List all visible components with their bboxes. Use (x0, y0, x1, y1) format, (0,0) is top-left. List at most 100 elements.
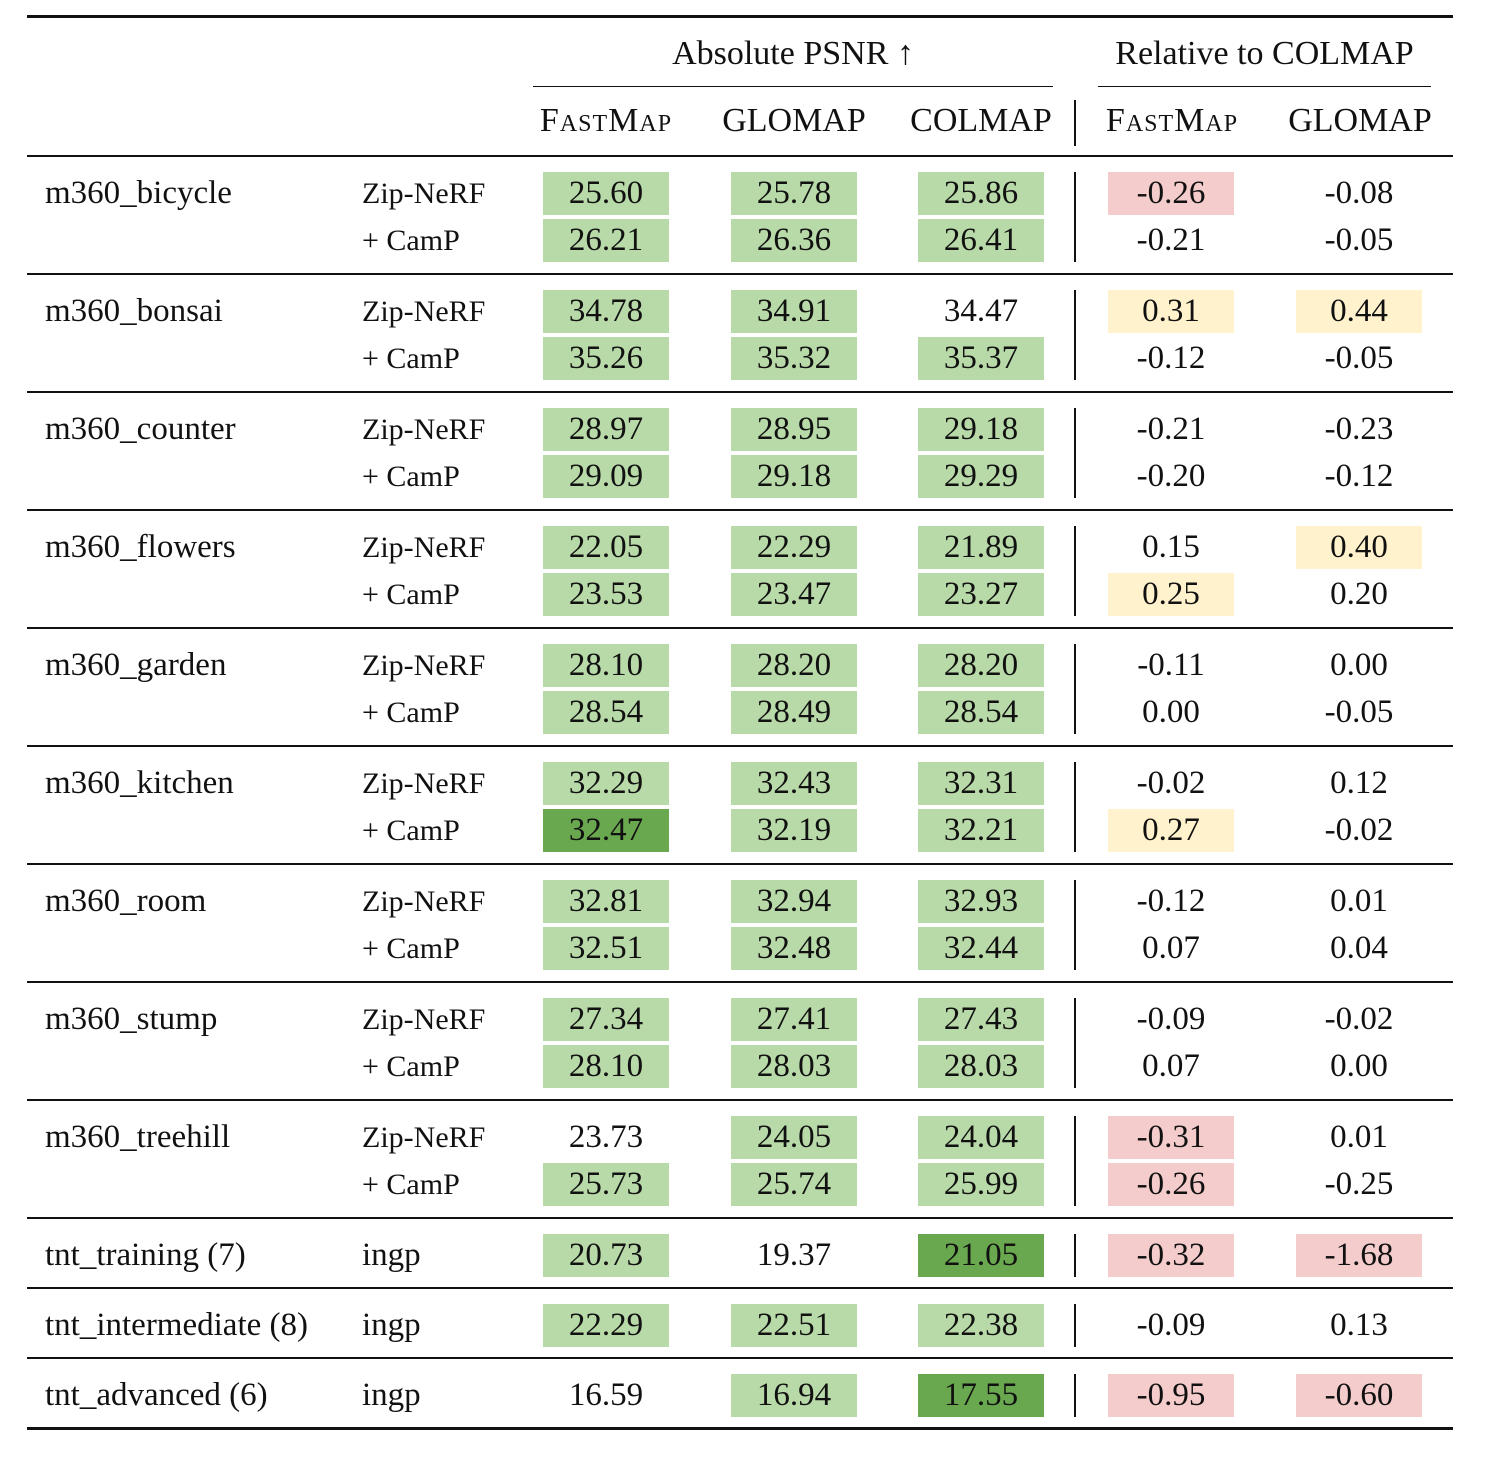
scene-name: m360_flowers (45, 529, 236, 565)
group-separator-rule (27, 745, 1453, 747)
table-row: tnt_intermediate (8) ingp 22.29 22.51 22.38 -… (0, 1302, 1485, 1349)
group-separator-rule (27, 1217, 1453, 1219)
cell-glomap-abs: 24.05 (731, 1116, 857, 1159)
cell-glomap-abs: 32.43 (731, 762, 857, 805)
cell-fastmap-rel: -0.20 (1136, 458, 1206, 494)
cell-colmap-abs: 17.55 (918, 1374, 1044, 1417)
header-rule (27, 155, 1453, 157)
scene-name: tnt_advanced (6) (45, 1377, 268, 1413)
group-vertical-rule (1074, 644, 1076, 734)
cell-glomap-abs: 23.47 (731, 573, 857, 616)
cell-glomap-abs: 25.74 (731, 1163, 857, 1206)
cell-glomap-abs: 16.94 (731, 1374, 857, 1417)
method-label: + CamP (362, 342, 460, 375)
cell-colmap-abs: 28.20 (918, 644, 1044, 687)
cell-colmap-abs: 32.93 (918, 880, 1044, 923)
scene-name: m360_bicycle (45, 175, 232, 211)
cell-glomap-rel: -0.12 (1324, 458, 1394, 494)
scene-name: m360_bonsai (45, 293, 223, 329)
table-row: m360_garden Zip-NeRF 28.10 28.20 28.20 -0.11 0… (0, 642, 1485, 689)
col-header-glomap-abs: GLOMAP (722, 102, 866, 139)
group-separator-rule (27, 627, 1453, 629)
method-label: + CamP (362, 578, 460, 611)
cell-glomap-abs: 28.95 (731, 408, 857, 451)
method-label: + CamP (362, 814, 460, 847)
group-separator-rule (27, 863, 1453, 865)
table-row: + CamP 32.51 32.48 32.44 0.07 0.04 (0, 925, 1485, 972)
cell-glomap-rel: 0.00 (1330, 647, 1388, 683)
cell-glomap-rel: 0.01 (1330, 883, 1388, 919)
cell-fastmap-abs: 32.51 (543, 927, 669, 970)
cell-colmap-abs: 21.89 (918, 526, 1044, 569)
header-group-relative: Relative to COLMAP (1115, 35, 1414, 72)
cell-fastmap-rel: 0.07 (1142, 930, 1200, 966)
cell-glomap-abs: 32.19 (731, 809, 857, 852)
group-vertical-rule (1074, 172, 1076, 262)
cell-fastmap-abs: 25.73 (543, 1163, 669, 1206)
cell-glomap-abs: 28.03 (731, 1045, 857, 1088)
cell-fastmap-abs: 25.60 (543, 172, 669, 215)
method-label: + CamP (362, 224, 460, 257)
cell-colmap-abs: 22.38 (918, 1304, 1044, 1347)
col-header-colmap-abs: COLMAP (910, 102, 1052, 139)
cell-fastmap-rel: -0.21 (1136, 411, 1206, 447)
cell-fastmap-rel: 0.15 (1142, 529, 1200, 565)
cell-colmap-abs: 25.86 (918, 172, 1044, 215)
cell-glomap-abs: 19.37 (756, 1237, 832, 1273)
cell-colmap-abs: 25.99 (918, 1163, 1044, 1206)
group-separator-rule (27, 391, 1453, 393)
method-label: Zip-NeRF (362, 1121, 486, 1154)
cell-glomap-abs: 35.32 (731, 337, 857, 380)
cell-fastmap-abs: 32.29 (543, 762, 669, 805)
table-row: m360_room Zip-NeRF 32.81 32.94 32.93 -0.12 0.0… (0, 878, 1485, 925)
group-vertical-rule (1074, 1116, 1076, 1206)
cell-fastmap-rel: 0.31 (1108, 290, 1234, 333)
cell-colmap-abs: 21.05 (918, 1234, 1044, 1277)
method-label: + CamP (362, 1168, 460, 1201)
cell-glomap-abs: 28.20 (731, 644, 857, 687)
cell-glomap-rel: -1.68 (1296, 1234, 1422, 1277)
group-vertical-rule (1074, 1304, 1076, 1347)
cell-glomap-abs: 32.94 (731, 880, 857, 923)
cell-glomap-abs: 28.49 (731, 691, 857, 734)
top-rule (27, 15, 1453, 18)
cell-colmap-abs: 29.18 (918, 408, 1044, 451)
cell-colmap-abs: 34.47 (943, 293, 1019, 329)
cell-glomap-rel: -0.25 (1324, 1166, 1394, 1202)
scene-name: m360_room (45, 883, 207, 919)
cell-glomap-rel: -0.60 (1296, 1374, 1422, 1417)
method-label: Zip-NeRF (362, 649, 486, 682)
scene-name: tnt_intermediate (8) (45, 1307, 308, 1343)
cell-fastmap-abs: 28.54 (543, 691, 669, 734)
group-separator-rule (27, 1357, 1453, 1359)
cell-glomap-abs: 34.91 (731, 290, 857, 333)
cell-colmap-abs: 32.31 (918, 762, 1044, 805)
cell-fastmap-abs: 32.81 (543, 880, 669, 923)
group-separator-rule (27, 1287, 1453, 1289)
cell-glomap-abs: 26.36 (731, 219, 857, 262)
cell-glomap-rel: -0.05 (1324, 222, 1394, 258)
header-vertical-rule (1074, 100, 1076, 146)
scene-name: m360_garden (45, 647, 227, 683)
cell-glomap-rel: -0.08 (1324, 175, 1394, 211)
method-label: Zip-NeRF (362, 295, 486, 328)
cmidrule-absolute (533, 86, 1053, 87)
cell-colmap-abs: 26.41 (918, 219, 1044, 262)
cell-fastmap-rel: -0.26 (1108, 172, 1234, 215)
cell-glomap-rel: 0.20 (1330, 576, 1388, 612)
cell-fastmap-rel: -0.11 (1137, 647, 1205, 683)
cell-fastmap-abs: 22.29 (543, 1304, 669, 1347)
table-row: + CamP 35.26 35.32 35.37 -0.12 -0.05 (0, 335, 1485, 382)
cell-glomap-rel: 0.13 (1330, 1307, 1388, 1343)
table-row: + CamP 26.21 26.36 26.41 -0.21 -0.05 (0, 217, 1485, 264)
cell-fastmap-rel: -0.09 (1136, 1307, 1206, 1343)
table-row: m360_treehill Zip-NeRF 23.73 24.05 24.04 -0.3… (0, 1114, 1485, 1161)
col-header-fastmap-rel: FastMap (1105, 102, 1239, 139)
cell-fastmap-rel: -0.26 (1108, 1163, 1234, 1206)
method-label: Zip-NeRF (362, 885, 486, 918)
cell-fastmap-abs: 28.10 (543, 644, 669, 687)
cell-glomap-rel: 0.12 (1330, 765, 1388, 801)
method-label: + CamP (362, 696, 460, 729)
bottom-rule (27, 1427, 1453, 1430)
table-row: + CamP 25.73 25.74 25.99 -0.26 -0.25 (0, 1161, 1485, 1208)
